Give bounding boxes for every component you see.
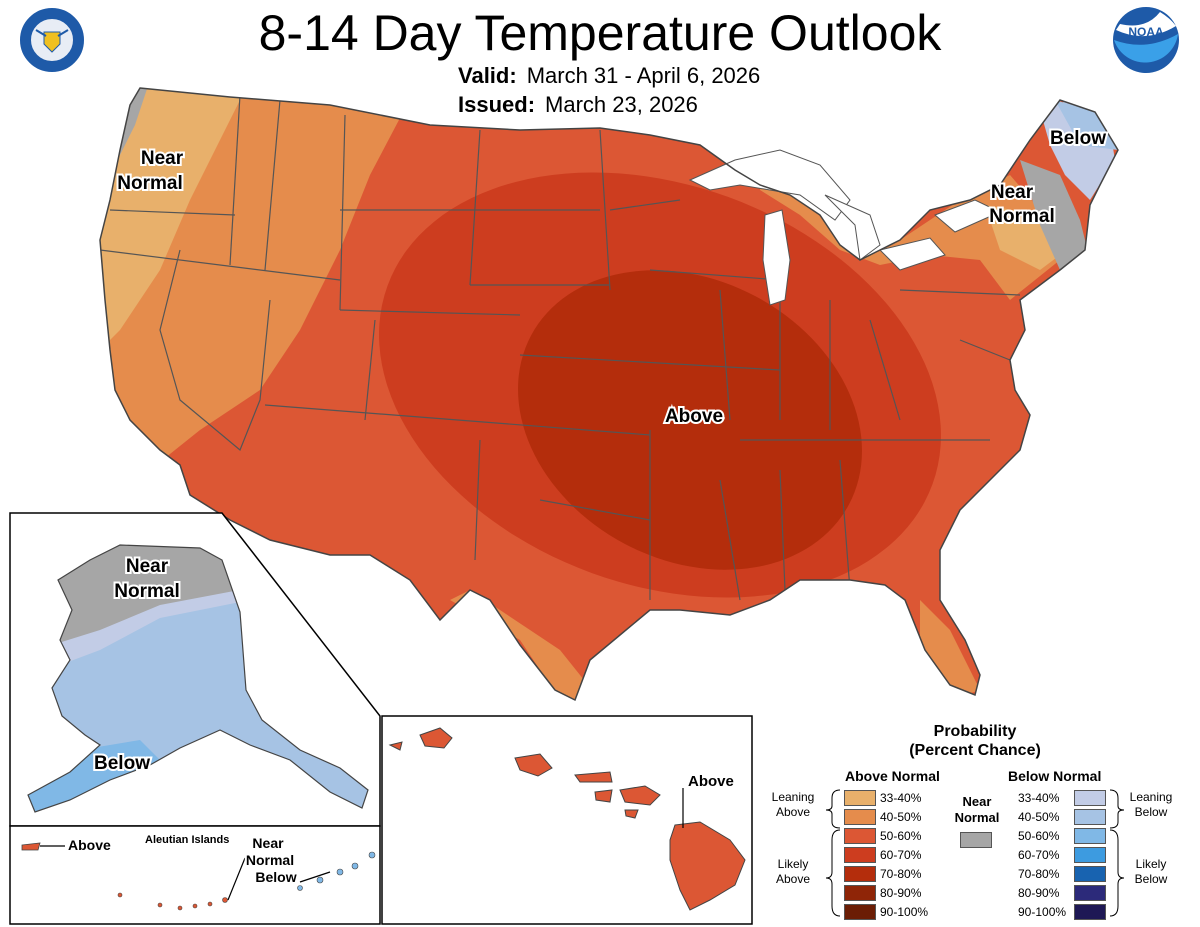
issued-date: Issued: March 23, 2026 bbox=[458, 91, 698, 119]
above-swatch-5 bbox=[844, 866, 876, 882]
label-central-above: Above bbox=[665, 406, 723, 427]
below-level-label-6: 80-90% bbox=[1018, 886, 1060, 900]
above-level-label-3: 50-60% bbox=[880, 829, 922, 843]
legend-leaning-below: Leaning Below bbox=[1129, 790, 1173, 819]
legend-near-label: Near Normal bbox=[954, 794, 1000, 825]
below-swatch-2 bbox=[1074, 809, 1106, 825]
below-swatch-4 bbox=[1074, 847, 1106, 863]
label-alaska-near: Near Normal bbox=[114, 556, 179, 602]
legend: Probability (Percent Chance) Above Norma… bbox=[760, 720, 1200, 927]
near-normal-swatch bbox=[960, 832, 992, 848]
below-level-label-7: 90-100% bbox=[1018, 905, 1067, 919]
legend-likely-above: Likely Above bbox=[775, 857, 811, 886]
below-level-label-4: 60-70% bbox=[1018, 848, 1060, 862]
label-aleutian-near-below: Near Normal Below bbox=[246, 835, 297, 885]
below-swatch-7 bbox=[1074, 904, 1106, 920]
legend-likely-below: Likely Below bbox=[1134, 857, 1168, 886]
issued-value: March 23, 2026 bbox=[545, 92, 698, 117]
above-level-label-6: 80-90% bbox=[880, 886, 922, 900]
legend-above-header: Above Normal bbox=[845, 768, 940, 784]
aleutian-inset: Above Aleutian Islands Near Normal Below bbox=[9, 825, 381, 925]
above-swatch-4 bbox=[844, 847, 876, 863]
page-title: 8-14 Day Temperature Outlook bbox=[258, 5, 942, 61]
above-swatch-6 bbox=[844, 885, 876, 901]
below-swatch-5 bbox=[1074, 866, 1106, 882]
legend-below-header: Below Normal bbox=[1008, 768, 1102, 784]
below-swatch-6 bbox=[1074, 885, 1106, 901]
above-level-label-4: 60-70% bbox=[880, 848, 922, 862]
above-level-label-1: 33-40% bbox=[880, 791, 922, 805]
svg-text:NOAA: NOAA bbox=[1128, 25, 1164, 39]
valid-dates: Valid: March 31 - April 6, 2026 bbox=[458, 62, 760, 90]
above-swatch-2 bbox=[844, 809, 876, 825]
department-of-commerce-seal-icon bbox=[18, 6, 86, 74]
below-level-label-5: 70-80% bbox=[1018, 867, 1060, 881]
above-swatch-1 bbox=[844, 790, 876, 806]
issued-label: Issued: bbox=[458, 92, 536, 117]
below-level-label-3: 50-60% bbox=[1018, 829, 1060, 843]
legend-braces bbox=[825, 789, 1125, 917]
legend-title-line2: (Percent Chance) bbox=[909, 742, 1041, 759]
conus-map bbox=[100, 88, 1118, 700]
below-level-label-1: 33-40% bbox=[1018, 791, 1060, 805]
legend-title-line1: Probability bbox=[933, 723, 1017, 740]
label-hawaii-above: Above bbox=[688, 773, 734, 790]
aleutian-title: Aleutian Islands bbox=[145, 834, 229, 846]
above-level-label-7: 90-100% bbox=[880, 905, 929, 919]
label-northeast-near: Near Normal bbox=[989, 182, 1054, 227]
above-level-label-2: 40-50% bbox=[880, 810, 922, 824]
noaa-logo-icon: NOAA bbox=[1113, 7, 1179, 73]
label-pacific-nw-near: Near Normal bbox=[117, 148, 183, 194]
legend-title: Probability (Percent Chance) bbox=[760, 722, 1190, 760]
below-level-label-2: 40-50% bbox=[1018, 810, 1060, 824]
valid-label: Valid: bbox=[458, 63, 517, 88]
alaska-inset: Near Normal Below bbox=[9, 512, 381, 827]
label-alaska-below: Below bbox=[94, 753, 150, 774]
below-swatch-3 bbox=[1074, 828, 1106, 844]
legend-leaning-above: Leaning Above bbox=[771, 790, 815, 819]
below-swatch-1 bbox=[1074, 790, 1106, 806]
above-swatch-3 bbox=[844, 828, 876, 844]
label-aleutian-above: Above bbox=[68, 837, 111, 853]
above-swatch-7 bbox=[844, 904, 876, 920]
hawaii-inset: Above bbox=[381, 715, 753, 925]
label-northeast-below: Below bbox=[1050, 128, 1106, 149]
above-level-label-5: 70-80% bbox=[880, 867, 922, 881]
valid-value: March 31 - April 6, 2026 bbox=[526, 63, 761, 88]
